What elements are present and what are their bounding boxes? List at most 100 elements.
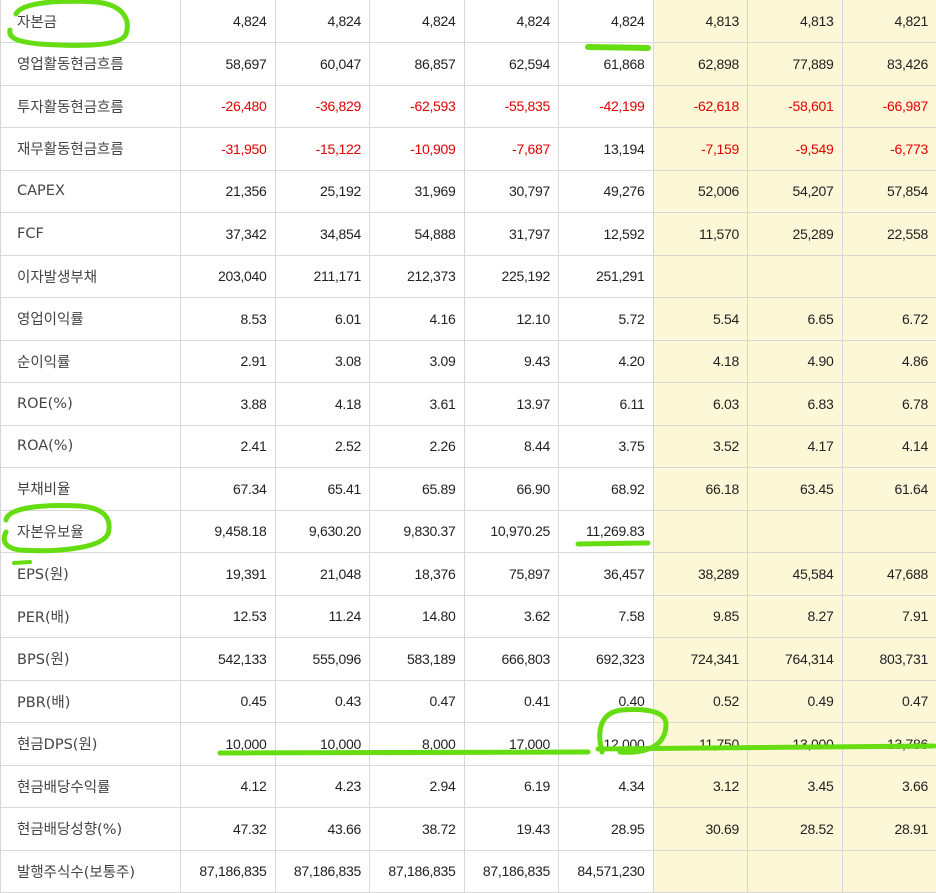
row-label: 순이익률 bbox=[1, 340, 181, 383]
table-cell: 77,889 bbox=[748, 43, 843, 86]
table-cell: 8.27 bbox=[748, 595, 843, 638]
table-cell: 2.26 bbox=[370, 425, 465, 468]
table-cell bbox=[653, 255, 748, 298]
table-cell: 31,969 bbox=[370, 170, 465, 213]
table-cell: 62,594 bbox=[464, 43, 559, 86]
table-cell: 87,186,835 bbox=[275, 850, 370, 893]
table-cell: -10,909 bbox=[370, 128, 465, 171]
table-cell: 37,342 bbox=[181, 213, 276, 256]
table-cell: 251,291 bbox=[559, 255, 654, 298]
table-cell: 4.86 bbox=[842, 340, 936, 383]
table-cell: 54,207 bbox=[748, 170, 843, 213]
row-label: PER(배) bbox=[1, 595, 181, 638]
table-cell: 4.18 bbox=[653, 340, 748, 383]
table-cell: 61,868 bbox=[559, 43, 654, 86]
table-cell bbox=[842, 850, 936, 893]
table-cell: 4.17 bbox=[748, 425, 843, 468]
table-cell: 5.72 bbox=[559, 298, 654, 341]
table-cell: 13,000 bbox=[748, 723, 843, 766]
table-cell: 542,133 bbox=[181, 638, 276, 681]
table-cell: 36,457 bbox=[559, 553, 654, 596]
table-cell: 6.11 bbox=[559, 383, 654, 426]
table-cell: -62,593 bbox=[370, 85, 465, 128]
table-cell bbox=[653, 850, 748, 893]
table-cell bbox=[842, 510, 936, 553]
table-cell: 4,824 bbox=[559, 0, 654, 43]
table-cell: 4.23 bbox=[275, 765, 370, 808]
row-label: 영업이익률 bbox=[1, 298, 181, 341]
table-cell: 583,189 bbox=[370, 638, 465, 681]
table-cell: 84,571,230 bbox=[559, 850, 654, 893]
table-cell: 19,391 bbox=[181, 553, 276, 596]
table-cell: 62,898 bbox=[653, 43, 748, 86]
row-label: 자본금 bbox=[1, 0, 181, 43]
table-cell: 803,731 bbox=[842, 638, 936, 681]
table-cell: 45,584 bbox=[748, 553, 843, 596]
table-cell: -62,618 bbox=[653, 85, 748, 128]
table-cell: 4.18 bbox=[275, 383, 370, 426]
table-cell: 4.12 bbox=[181, 765, 276, 808]
table-cell: 66.18 bbox=[653, 468, 748, 511]
table-cell: 38,289 bbox=[653, 553, 748, 596]
table-cell: 724,341 bbox=[653, 638, 748, 681]
table-cell: 225,192 bbox=[464, 255, 559, 298]
table-cell: 6.03 bbox=[653, 383, 748, 426]
table-cell: 67.34 bbox=[181, 468, 276, 511]
table-cell: 0.49 bbox=[748, 680, 843, 723]
table-cell: -58,601 bbox=[748, 85, 843, 128]
table-cell bbox=[842, 255, 936, 298]
table-cell: 28.52 bbox=[748, 808, 843, 851]
table-cell: 2.52 bbox=[275, 425, 370, 468]
table-cell: 68.92 bbox=[559, 468, 654, 511]
table-cell: 30.69 bbox=[653, 808, 748, 851]
table-cell: 4,824 bbox=[464, 0, 559, 43]
table-cell: 4,824 bbox=[181, 0, 276, 43]
table-cell: 52,006 bbox=[653, 170, 748, 213]
table-cell: 12.53 bbox=[181, 595, 276, 638]
table-cell bbox=[748, 850, 843, 893]
row-label: FCF bbox=[1, 213, 181, 256]
row-label: CAPEX bbox=[1, 170, 181, 213]
table-cell: -31,950 bbox=[181, 128, 276, 171]
table-cell: -26,480 bbox=[181, 85, 276, 128]
table-cell: 8.53 bbox=[181, 298, 276, 341]
table-cell: 764,314 bbox=[748, 638, 843, 681]
table-cell: 555,096 bbox=[275, 638, 370, 681]
table-cell: 5.54 bbox=[653, 298, 748, 341]
table-cell: 47,688 bbox=[842, 553, 936, 596]
table-cell: 9,458.18 bbox=[181, 510, 276, 553]
table-cell bbox=[653, 510, 748, 553]
table-cell: 4,813 bbox=[653, 0, 748, 43]
table-cell: 87,186,835 bbox=[370, 850, 465, 893]
table-cell: 28.91 bbox=[842, 808, 936, 851]
table-cell: 4,813 bbox=[748, 0, 843, 43]
table-cell bbox=[748, 510, 843, 553]
table-cell: 6.01 bbox=[275, 298, 370, 341]
row-label: 투자활동현금흐름 bbox=[1, 85, 181, 128]
row-label: EPS(원) bbox=[1, 553, 181, 596]
table-cell: 87,186,835 bbox=[181, 850, 276, 893]
table-cell: 4.34 bbox=[559, 765, 654, 808]
table-cell: 2.94 bbox=[370, 765, 465, 808]
row-label: 현금배당성향(%) bbox=[1, 808, 181, 851]
table-cell: 10,000 bbox=[275, 723, 370, 766]
table-cell: 13,194 bbox=[559, 128, 654, 171]
